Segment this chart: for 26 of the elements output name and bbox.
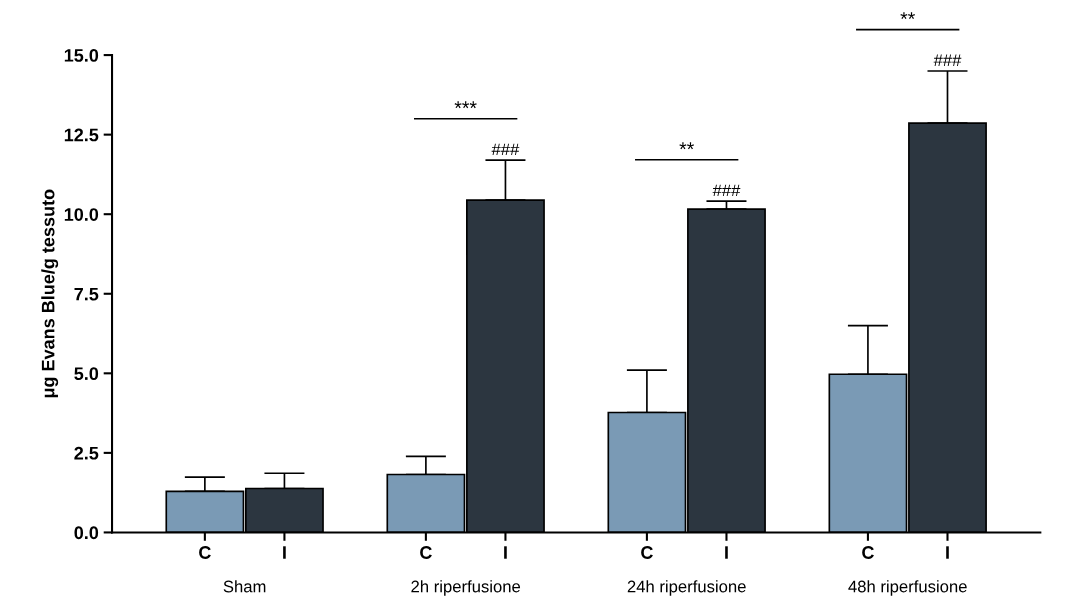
annotation: ### [933, 54, 962, 66]
y-tick-label: 15.0 [64, 49, 99, 62]
y-tick-label: 10.0 [64, 208, 99, 221]
y-tick-label: 2.5 [74, 446, 99, 460]
annotation: *** [454, 101, 477, 109]
y-tick-label: 7.5 [74, 287, 99, 301]
x-tick-label: Sham [223, 580, 266, 593]
text: C [420, 546, 432, 559]
text: C [862, 546, 874, 559]
legend-label: I [283, 546, 286, 559]
x-tick-label: 24h riperfusione [627, 580, 746, 596]
x-tick-label: 48h riperfusione [848, 580, 967, 596]
y-axis-title: μg Evans Blue/g tessuto [41, 189, 59, 398]
annotation: ### [491, 143, 520, 156]
annotation: ** [679, 142, 694, 150]
legend-label: C [199, 546, 211, 559]
text: I [504, 546, 507, 559]
text: I [946, 546, 949, 559]
text: ** [900, 12, 915, 20]
text: I [725, 546, 728, 559]
x-tick-label: 2h riperfusione [411, 580, 521, 596]
y-tick-label: 12.5 [64, 128, 99, 142]
annotation: ### [712, 184, 741, 197]
y-tick-label: 5.0 [74, 367, 99, 381]
text: C [641, 546, 653, 559]
y-tick-label: 0.0 [74, 526, 99, 540]
